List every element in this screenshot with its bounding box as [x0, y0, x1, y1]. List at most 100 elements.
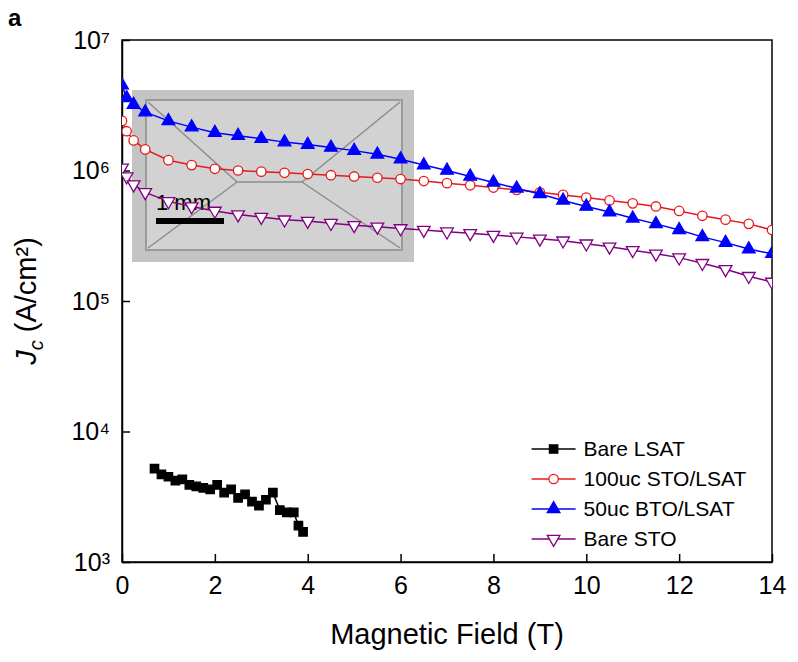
data-point — [650, 217, 663, 228]
data-point — [626, 247, 639, 258]
y-tick: 10⁶ — [72, 156, 130, 184]
data-point — [696, 259, 709, 270]
x-tick-mark — [586, 554, 588, 562]
data-point — [626, 211, 639, 222]
legend-item: Bare STO — [532, 527, 677, 550]
x-tick-label: 2 — [208, 571, 222, 599]
data-point — [325, 219, 338, 230]
scale-bar-label: 1 mm — [156, 190, 211, 215]
data-point — [278, 216, 291, 227]
series-line — [122, 168, 772, 282]
data-point — [257, 167, 266, 176]
data-point — [162, 114, 175, 125]
data-point — [185, 203, 198, 214]
data-point — [255, 213, 268, 224]
legend-label: 50uc BTO/LSAT — [584, 497, 735, 520]
data-point — [185, 120, 198, 131]
data-point — [187, 160, 196, 169]
y-tick-mark — [122, 301, 130, 303]
data-point — [394, 152, 407, 163]
y-tick-mark — [122, 562, 130, 564]
data-point — [371, 223, 384, 234]
data-point — [371, 147, 384, 158]
data-point — [419, 176, 428, 185]
data-point — [510, 181, 523, 192]
data-point — [213, 481, 221, 489]
data-point — [464, 230, 477, 241]
data-point — [162, 198, 175, 209]
legend-marker — [549, 445, 557, 453]
chart: 0246810121410³10⁴10⁵10⁶10⁷1 mmBare LSAT1… — [0, 0, 798, 662]
data-point — [742, 242, 755, 253]
data-point — [122, 126, 131, 135]
data-point — [442, 178, 451, 187]
x-tick: 4 — [301, 554, 315, 599]
data-point — [767, 225, 772, 234]
data-point — [603, 205, 616, 216]
data-point — [290, 508, 298, 516]
data-point — [580, 240, 593, 251]
inset-feature — [148, 182, 237, 248]
y-tick-label: 10⁷ — [73, 26, 110, 54]
legend-label: Bare LSAT — [584, 437, 685, 460]
inset-feature — [237, 181, 302, 183]
data-point — [232, 211, 245, 222]
data-point — [721, 215, 730, 224]
x-tick-mark — [400, 554, 402, 562]
data-point — [441, 163, 454, 174]
data-point — [122, 78, 128, 89]
series-line — [122, 85, 772, 254]
legend-label: Bare STO — [584, 527, 677, 550]
legend-marker — [547, 502, 560, 513]
x-tick-mark — [307, 554, 309, 562]
data-point — [122, 116, 127, 125]
inset-background — [132, 90, 414, 262]
data-point — [301, 217, 314, 228]
y-tick-label: 10³ — [74, 548, 110, 576]
x-tick-mark — [772, 554, 774, 562]
y-tick: 10⁷ — [73, 26, 130, 54]
x-tick-label: 4 — [301, 571, 315, 599]
x-tick: 14 — [759, 554, 787, 599]
legend-item: Bare LSAT — [532, 437, 685, 460]
x-tick-label: 14 — [759, 571, 787, 599]
y-tick-label: 10⁴ — [71, 417, 110, 445]
y-tick-mark — [122, 431, 130, 433]
data-point — [464, 169, 477, 180]
data-point — [348, 143, 361, 154]
data-point — [303, 169, 312, 178]
data-point — [766, 246, 772, 257]
data-point — [417, 226, 430, 237]
data-point — [301, 137, 314, 148]
y-tick-mark — [122, 40, 130, 42]
data-point — [209, 207, 222, 218]
x-tick-mark — [493, 554, 495, 562]
data-point — [269, 488, 277, 496]
y-tick: 10⁴ — [71, 417, 130, 445]
data-point — [373, 173, 382, 182]
plot-area: 0246810121410³10⁴10⁵10⁶10⁷1 mmBare LSAT1… — [71, 26, 786, 599]
data-point — [164, 155, 173, 164]
x-tick: 2 — [208, 554, 222, 599]
data-point — [127, 181, 140, 192]
x-tick-label: 6 — [394, 571, 408, 599]
legend-item: 50uc BTO/LSAT — [532, 497, 735, 520]
series-line — [122, 121, 772, 230]
data-point — [129, 136, 138, 145]
data-point — [465, 181, 474, 190]
data-layer — [122, 78, 772, 536]
data-point — [628, 199, 637, 208]
x-tick-label: 0 — [116, 571, 130, 599]
data-point — [210, 164, 219, 173]
data-point — [487, 175, 500, 186]
x-tick: 10 — [573, 554, 601, 599]
data-point — [299, 528, 307, 536]
x-tick-label: 8 — [487, 571, 501, 599]
data-point — [139, 105, 152, 116]
data-point — [534, 235, 547, 246]
y-tick: 10⁵ — [72, 287, 130, 315]
data-point — [349, 172, 358, 181]
data-point — [326, 171, 335, 180]
data-point — [766, 278, 772, 289]
data-point — [140, 145, 149, 154]
